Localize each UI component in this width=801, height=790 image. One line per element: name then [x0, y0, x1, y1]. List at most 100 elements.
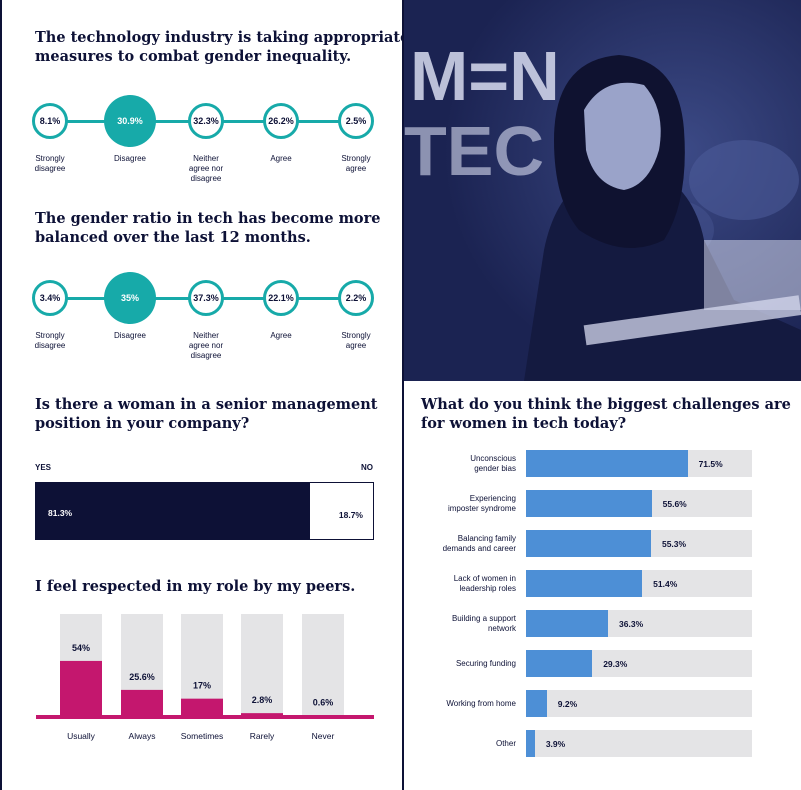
q1-point-value: 8.1%	[32, 103, 68, 139]
q5-title-line-2: for women in tech today?	[421, 415, 627, 432]
challenge-category-label: Experiencing imposter syndrome	[448, 494, 516, 514]
q1-point-label-line: disagree	[190, 174, 222, 183]
q2-point-label: Strongly disagree	[15, 331, 85, 351]
photo-illustration: M=N TEC	[404, 0, 801, 381]
q1-point-value: 32.3%	[188, 103, 224, 139]
bar	[121, 689, 163, 716]
yes-bar-fill	[36, 483, 310, 539]
chart-baseline	[36, 715, 374, 719]
challenge-bar	[526, 650, 593, 677]
challenge-category-label: Securing funding	[456, 659, 516, 669]
q1-point-label-line: agree	[345, 164, 367, 173]
challenge-value-label: 9.2%	[557, 699, 578, 709]
challenge-category-line: gender bias	[474, 463, 516, 473]
no-value: 18.7%	[338, 510, 363, 520]
challenge-bar	[526, 450, 688, 477]
q1-point-label-line: disagree	[34, 164, 66, 173]
q4-title: I feel respected in my role by my peers.	[35, 577, 355, 596]
challenge-category-line: Lack of women in	[453, 573, 516, 583]
q5-title-line-1: What do you think the biggest challenges…	[421, 396, 791, 413]
bar-value-label: 0.6%	[313, 697, 334, 707]
q2-point-value: 3.4%	[32, 280, 68, 316]
left-border	[0, 0, 2, 790]
challenge-bar	[526, 570, 643, 597]
q1-point-label-line: agree nor	[188, 164, 224, 173]
challenge-category-line: demands and career	[442, 543, 516, 553]
q1-likert-scale: 8.1% Strongly disagree 30.9% Disagree 32.3% Ne…	[30, 95, 380, 220]
challenge-value-label: 29.3%	[603, 659, 628, 669]
bar-category-label: Sometimes	[181, 731, 224, 741]
q3-title-line-1: Is there a woman in a senior management	[35, 396, 378, 413]
q1-point-value: 2.5%	[338, 103, 374, 139]
challenge-value-label: 55.3%	[661, 539, 687, 549]
q2-point-label-line: Disagree	[113, 331, 146, 340]
q1-title: The technology industry is taking approp…	[35, 28, 409, 66]
challenge-category-label: Building a support network	[452, 614, 516, 634]
q2-point-label-line: agree	[345, 341, 367, 350]
bar-value-label: 17%	[193, 681, 211, 691]
challenge-category-label: Unconscious gender bias	[470, 454, 516, 474]
challenge-category-line: Securing funding	[455, 658, 516, 668]
q2-point-label-line: Neither	[193, 331, 219, 340]
q2-point-label-line: Strongly	[341, 331, 371, 340]
challenge-category-line: Working from home	[446, 698, 516, 708]
challenge-category-line: Other	[495, 738, 516, 748]
challenge-category-line: imposter syndrome	[447, 503, 516, 513]
q3-title: Is there a woman in a senior management …	[35, 395, 378, 433]
q1-point-label-line: Strongly	[341, 154, 371, 163]
challenge-category-line: network	[487, 623, 516, 633]
q1-point-value: 30.9%	[104, 95, 156, 147]
challenge-category-line: Experiencing	[469, 493, 516, 503]
bar	[241, 713, 283, 716]
challenge-bar	[526, 530, 651, 557]
q1-title-line-2: measures to combat gender inequality.	[35, 48, 352, 65]
challenge-bar-track	[526, 730, 752, 757]
q2-point-label: Agree	[246, 331, 316, 341]
challenge-category-label: Working from home	[446, 699, 516, 709]
q1-point-label-line: Neither	[193, 154, 219, 163]
challenge-category-line: Building a support	[451, 613, 516, 623]
bar-category-label: Never	[312, 731, 335, 741]
challenge-category-line: leadership roles	[459, 583, 516, 593]
bar-value-label: 54%	[72, 643, 90, 653]
q1-point-label: Strongly agree	[321, 154, 391, 174]
q2-title: The gender ratio in tech has become more…	[35, 209, 380, 247]
q3-title-line-2: position in your company?	[35, 415, 250, 432]
bar	[60, 660, 102, 716]
bar-category-label: Rarely	[250, 731, 275, 741]
no-label: NO	[361, 463, 373, 472]
bar-track	[241, 614, 283, 716]
q1-point-label: Disagree	[95, 154, 165, 164]
q2-point-label-line: disagree	[34, 341, 66, 350]
q5-title: What do you think the biggest challenges…	[421, 395, 791, 433]
q2-point-label-line: Strongly	[35, 331, 65, 340]
q2-title-line-2: balanced over the last 12 months.	[35, 229, 311, 246]
challenge-category-line: Balancing family	[457, 533, 516, 543]
q4-title-line-1: I feel respected in my role by my peers.	[35, 578, 356, 595]
q1-point-label-line: Strongly	[35, 154, 65, 163]
challenge-value-label: 51.4%	[653, 579, 678, 589]
challenge-bar-track	[526, 690, 752, 717]
challenge-value-label: 3.9%	[545, 739, 566, 749]
q2-point-label: Neither agree nor disagree	[171, 331, 241, 361]
challenge-value-label: 36.3%	[619, 619, 644, 629]
q1-point-value: 26.2%	[263, 103, 299, 139]
respect-bar-chart: 54% Usually 25.6% Always 17% Sometimes 2.8% Rar…	[36, 614, 374, 741]
q2-point-label: Strongly agree	[321, 331, 391, 351]
challenge-category-label: Other	[496, 739, 516, 749]
bar-track	[302, 614, 344, 716]
bar	[181, 698, 223, 716]
challenge-value-label: 71.5%	[698, 459, 723, 469]
yes-no-bar: 81.3% 18.7%	[35, 482, 374, 540]
yes-value: 81.3%	[48, 508, 73, 518]
q2-point-label: Disagree	[95, 331, 165, 341]
challenge-bar	[526, 730, 535, 757]
q2-point-label-line: Agree	[270, 331, 292, 340]
q2-likert-scale: 3.4% Strongly disagree 35% Disagree 37.3% Neit…	[30, 272, 380, 397]
bar-value-label: 2.8%	[252, 695, 273, 705]
q1-point-label-line: Agree	[270, 154, 292, 163]
challenge-value-label: 55.6%	[662, 499, 687, 509]
bar-category-label: Usually	[67, 731, 96, 741]
column-divider	[402, 0, 404, 790]
q1-point-label: Strongly disagree	[15, 154, 85, 174]
